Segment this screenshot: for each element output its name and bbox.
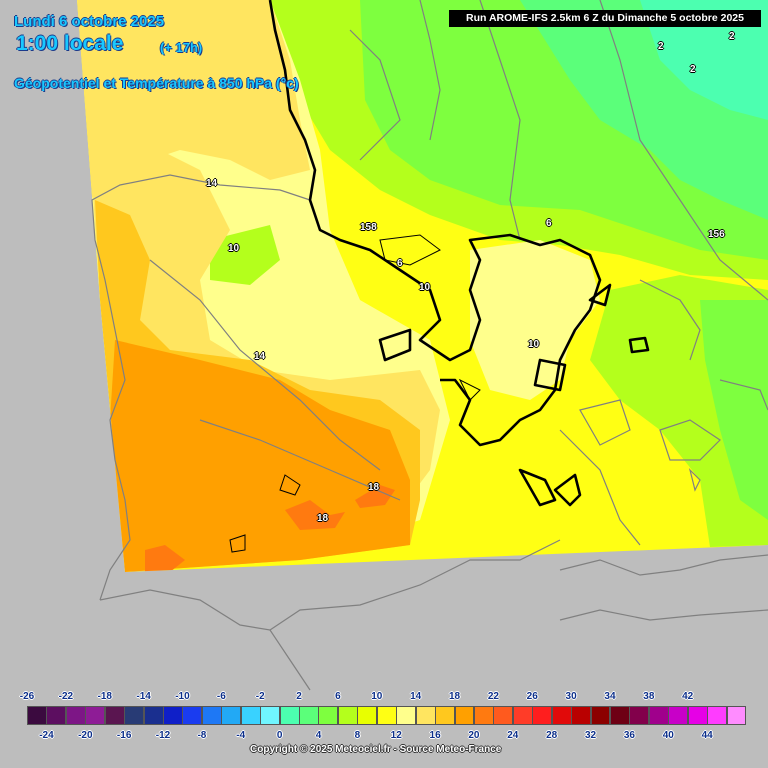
legend-swatch <box>532 706 553 725</box>
legend-label-bottom: 36 <box>623 730 635 741</box>
contour-label: 2 <box>690 64 696 75</box>
legend-label-top: 42 <box>682 691 694 702</box>
legend-swatch <box>46 706 67 725</box>
legend-label-bottom: -16 <box>116 730 132 741</box>
contour-label: 10 <box>528 339 540 350</box>
legend-label-top: 6 <box>335 691 341 702</box>
legend-swatch <box>454 706 475 725</box>
legend-label-top: 14 <box>410 691 422 702</box>
legend-swatch <box>376 706 397 725</box>
legend-label-top: 10 <box>371 691 383 702</box>
legend-swatch <box>337 706 358 725</box>
legend-swatch <box>299 706 319 725</box>
legend-label-bottom: -8 <box>197 730 207 741</box>
legend-label-bottom: 8 <box>354 730 361 741</box>
legend-swatch <box>493 706 514 725</box>
contour-label: 156 <box>708 229 725 240</box>
legend-swatch <box>707 706 728 725</box>
legend-swatch <box>143 706 164 725</box>
forecast-time: 1:00 locale <box>16 32 124 55</box>
legend-swatch <box>571 706 592 725</box>
legend-label-top: -6 <box>216 691 226 702</box>
legend-swatch <box>104 706 125 725</box>
legend-swatch <box>65 706 86 725</box>
legend-swatch <box>435 706 455 725</box>
legend-label-bottom: -20 <box>78 730 93 741</box>
geopotential-isolines <box>268 0 650 507</box>
legend-label-top: 26 <box>526 691 538 702</box>
contour-label: 10 <box>228 243 240 254</box>
legend-swatch <box>221 706 242 725</box>
contour-label: 6 <box>546 218 552 229</box>
contour-label: 14 <box>254 351 266 362</box>
legend-label-bottom: -12 <box>155 730 171 741</box>
legend-label-bottom: 32 <box>584 730 597 741</box>
model-run-label: Run AROME-IFS 2.5km 6 Z du Dimanche 5 oc… <box>449 10 761 27</box>
legend-label-top: 30 <box>565 691 577 702</box>
contour-label: 14 <box>206 178 218 189</box>
legend-label-bottom: 24 <box>507 730 519 741</box>
legend-label-bottom: 20 <box>468 730 480 741</box>
legend-swatch <box>27 706 47 725</box>
temperature-isotherms <box>229 234 481 553</box>
legend-label-bottom: 44 <box>701 730 713 741</box>
legend-label-top: -26 <box>19 691 35 702</box>
contour-label: 2 <box>658 41 664 52</box>
legend-label-top: -2 <box>255 691 265 702</box>
legend-label-top: -18 <box>97 691 112 702</box>
legend-swatch <box>512 706 533 725</box>
legend-swatch <box>396 706 417 725</box>
legend-swatch <box>279 706 300 725</box>
parameter-title: Géopotentiel et Température à 850 hPa (°… <box>14 75 299 91</box>
legend-swatch <box>609 706 630 725</box>
legend-label-top: -22 <box>58 691 74 702</box>
contour-label: 158 <box>360 222 377 233</box>
legend-label-bottom: -24 <box>39 730 54 741</box>
legend-label-top: -14 <box>136 691 151 702</box>
legend-swatch <box>415 706 436 725</box>
legend-label-top: 22 <box>487 691 499 702</box>
legend-swatch <box>124 706 145 725</box>
contour-label: 18 <box>368 482 380 493</box>
legend-swatch <box>473 706 494 725</box>
legend-label-top: 38 <box>643 691 655 702</box>
legend-swatch <box>726 706 747 725</box>
legend-swatch <box>648 706 669 725</box>
legend-label-bottom: 0 <box>276 730 283 741</box>
contour-label: 18 <box>317 513 329 524</box>
contour-label: 10 <box>419 282 431 293</box>
coastline-borders <box>91 0 768 691</box>
legend-label-top: 34 <box>604 691 616 702</box>
legend-swatch <box>201 706 222 725</box>
legend-label-bottom: 4 <box>315 730 322 741</box>
legend-swatch <box>629 706 650 725</box>
legend-swatch <box>687 706 708 725</box>
legend-swatch <box>318 706 339 725</box>
legend-swatch <box>260 706 281 725</box>
forecast-date: Lundi 6 octobre 2025 <box>14 13 165 30</box>
legend-swatch <box>668 706 689 725</box>
legend-label-bottom: -4 <box>236 730 246 741</box>
legend-swatch <box>551 706 572 725</box>
legend-label-bottom: 40 <box>662 730 674 741</box>
color-legend: -26 -22 -18 -14 -10 -6 -2 2 6 10 14 18 22 26 30 34 38 42-… <box>0 686 768 768</box>
legend-label-top: 18 <box>448 691 461 702</box>
forecast-offset: (+ 17h) <box>160 40 203 55</box>
legend-swatch <box>357 706 378 725</box>
legend-swatch <box>240 706 261 725</box>
legend-swatch <box>590 706 611 725</box>
legend-label-bottom: 12 <box>390 730 402 741</box>
legend-label-top: 2 <box>296 691 302 702</box>
contour-label: 6 <box>397 258 403 269</box>
legend-swatch <box>85 706 106 725</box>
legend-swatch <box>163 706 183 725</box>
contour-label: 2 <box>729 31 735 42</box>
legend-label-bottom: 16 <box>429 730 441 741</box>
copyright-text: Copyright © 2025 Meteociel.fr - Source M… <box>250 744 502 755</box>
legend-label-top: -10 <box>175 691 190 702</box>
legend-label-bottom: 28 <box>546 730 558 741</box>
legend-swatch <box>182 706 203 725</box>
